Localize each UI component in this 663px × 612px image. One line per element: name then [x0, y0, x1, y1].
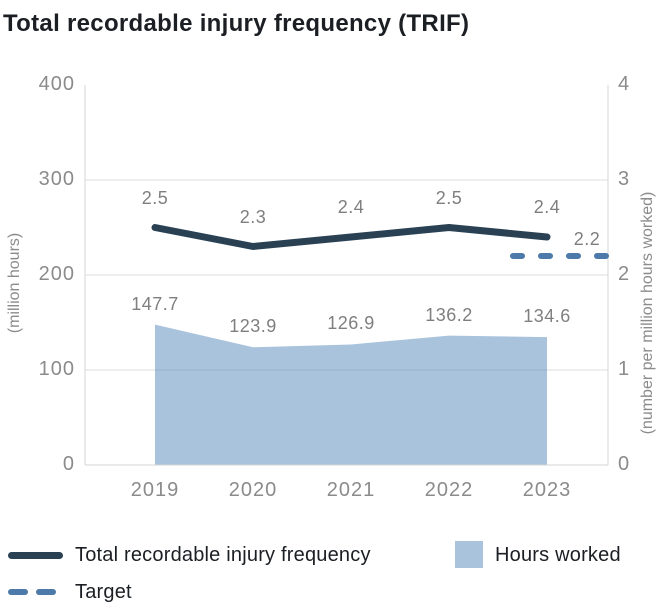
legend-line-swatch [8, 552, 63, 559]
y-tick-left: 0 [62, 453, 75, 475]
y-tick-right: 2 [618, 263, 631, 285]
x-tick: 2023 [522, 479, 572, 501]
chart-title: Total recordable injury frequency (TRIF) [3, 10, 470, 37]
trif-line [151, 224, 551, 250]
right-axis-title: (number per million hours worked) [639, 191, 656, 435]
x-tick: 2019 [130, 479, 180, 501]
y-tick-left: 100 [38, 358, 75, 380]
left-axis-title: (million hours) [6, 232, 23, 334]
target-value-label: 2.2 [573, 229, 601, 249]
trif-value-label: 2.5 [141, 187, 169, 208]
y-tick-left: 200 [38, 263, 75, 285]
hours-value-label: 136.2 [425, 304, 473, 325]
legend-label-trif: Total recordable injury frequency [75, 544, 371, 566]
x-tick: 2021 [326, 479, 376, 501]
legend-dash-swatch [8, 589, 56, 595]
y-tick-right: 3 [618, 168, 631, 190]
y-tick-right: 0 [618, 453, 631, 475]
trif-value-label: 2.3 [239, 206, 267, 227]
legend-area-swatch [455, 541, 483, 568]
hours-value-label: 123.9 [229, 316, 277, 337]
hours-value-label: 126.9 [327, 313, 375, 334]
y-tick-right: 1 [618, 358, 631, 380]
trif-value-label: 2.4 [533, 197, 561, 217]
legend-label-hours: Hours worked [495, 544, 621, 566]
trif-value-label: 2.4 [337, 197, 365, 217]
x-tick: 2022 [424, 479, 474, 501]
y-tick-left: 300 [38, 168, 75, 190]
legend-dash-segment [36, 589, 56, 595]
x-tick: 2020 [228, 479, 278, 501]
hours-worked-area [155, 324, 547, 465]
hours-value-label: 134.6 [523, 306, 571, 327]
trif-value-label: 2.5 [435, 187, 463, 208]
hours-value-label: 147.7 [131, 293, 179, 314]
legend-dash-segment [8, 589, 28, 595]
y-tick-left: 400 [38, 73, 75, 95]
y-tick-right: 4 [618, 73, 631, 95]
legend-label-target: Target [75, 581, 132, 603]
